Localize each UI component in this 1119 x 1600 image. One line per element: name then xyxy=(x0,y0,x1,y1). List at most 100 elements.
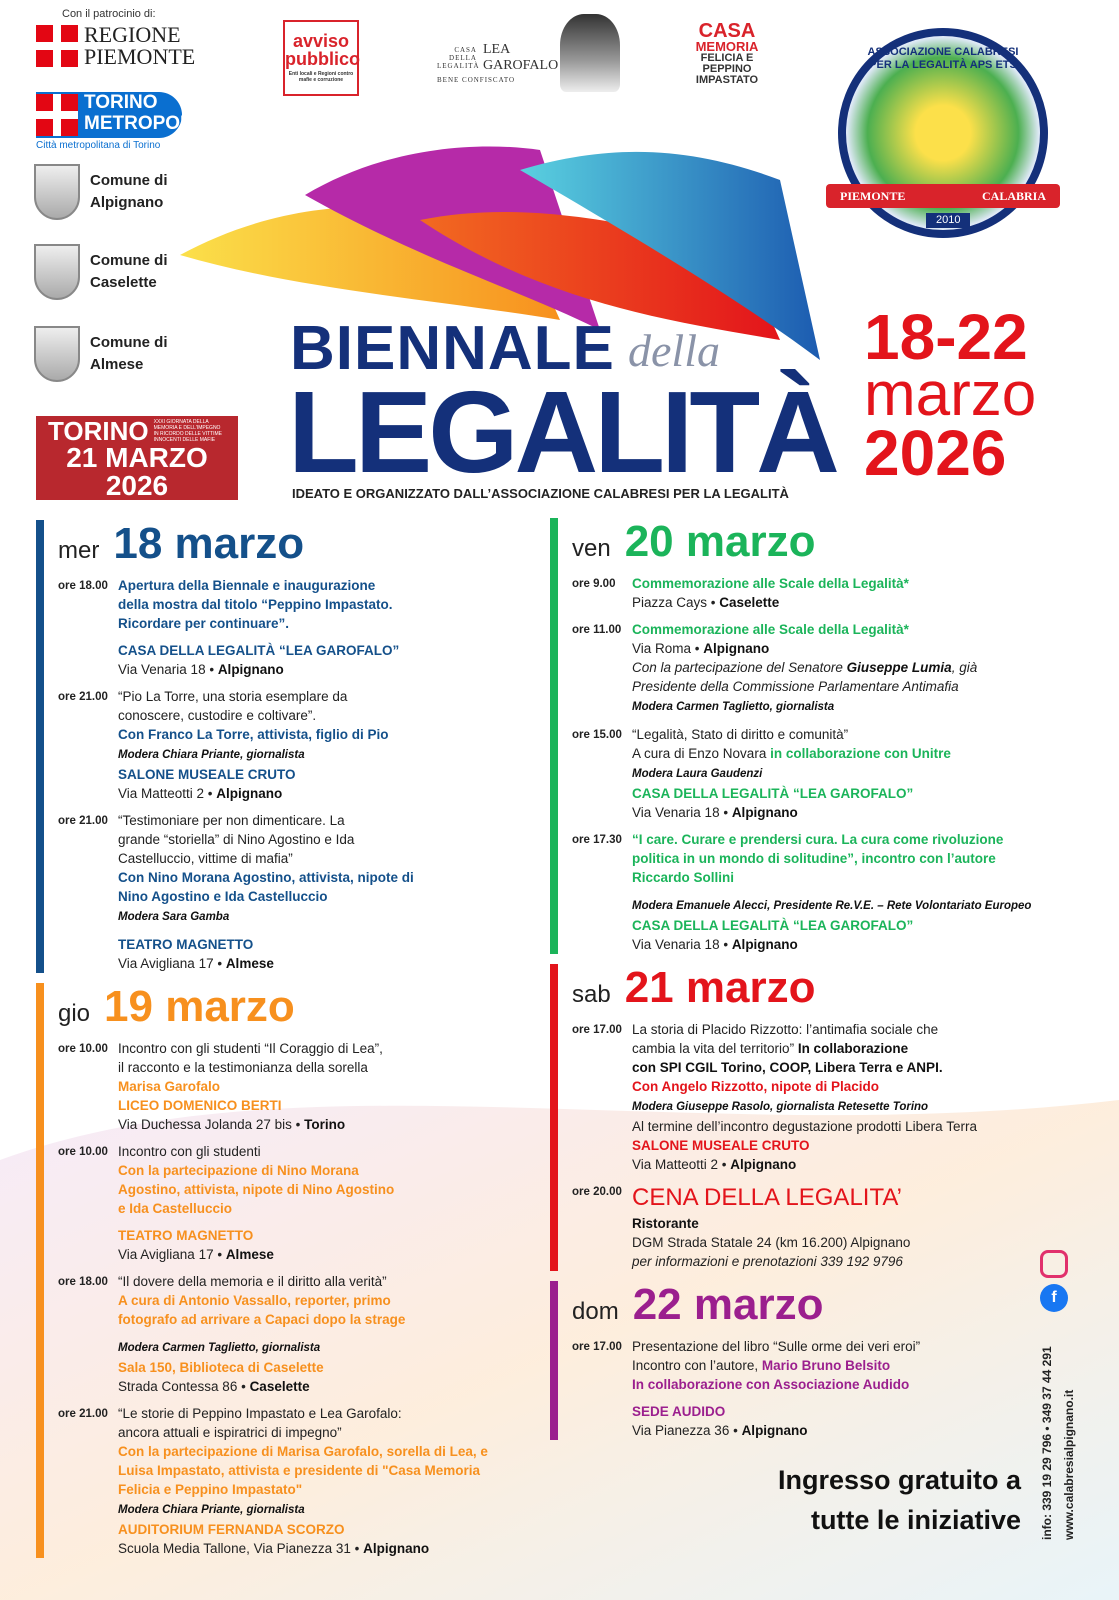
event-text: Modera Chiara Priante, giornalista xyxy=(118,1504,305,1516)
event-line: politica in un mondo di solitudine”, inc… xyxy=(632,849,1095,868)
event-line: Modera Carmen Taglietto, giornalista xyxy=(118,1337,544,1358)
event-text: AUDITORIUM FERNANDA SCORZO xyxy=(118,1522,345,1537)
event-line: Via Venaria 18 • Alpignano xyxy=(118,660,544,679)
event-line: Ricordare per continuare”. xyxy=(118,614,544,633)
event-text: Via Venaria 18 • xyxy=(632,937,732,952)
event-line: Modera Giuseppe Rasolo, giornalista Rete… xyxy=(632,1096,1095,1117)
event-line: Apertura della Biennale e inaugurazione xyxy=(118,576,544,595)
event-text: Modera Carmen Taglietto, giornalista xyxy=(118,1342,321,1354)
event-time: ore 18.00 xyxy=(58,580,108,592)
title-legalita: LEGALITÀ xyxy=(288,367,840,497)
event-line: Modera Laura Gaudenzi xyxy=(632,763,1095,784)
event-text: Alpignano xyxy=(216,786,283,801)
event-line: Modera Carmen Taglietto, giornalista xyxy=(632,696,1095,717)
event-text: Commemorazione alle Scale della Legalità… xyxy=(632,576,909,591)
event-line: “Le storie di Peppino Impastato e Lea Ga… xyxy=(118,1404,544,1423)
day-header: mer 18 marzo xyxy=(58,520,544,568)
event-text: Alpignano xyxy=(730,1157,797,1172)
event-line: Piazza Cays • Caselette xyxy=(632,593,1095,612)
event-text: Alpignano xyxy=(731,805,798,820)
instagram-icon[interactable] xyxy=(1040,1250,1068,1278)
event-text: Sala 150, Biblioteca di Caselette xyxy=(118,1360,324,1375)
event-text: Caselette xyxy=(719,595,780,610)
comune-name: Alpignano xyxy=(90,194,164,211)
event-line: Al termine dell’incontro degustazione pr… xyxy=(632,1117,1095,1136)
event-details: “Le storie di Peppino Impastato e Lea Ga… xyxy=(118,1404,544,1558)
event-text: il racconto e la testimonianza della sor… xyxy=(118,1060,368,1075)
event-text: DGM Strada Statale 24 (km 16.200) Alpign… xyxy=(632,1235,911,1250)
event: ore 21.00 “Testimoniare per non dimentica… xyxy=(58,811,544,973)
event-text: Alpignano xyxy=(703,641,770,656)
avviso-pubblico-logo: avviso pubblico Enti locali e Regioni cont… xyxy=(283,20,360,96)
event-line: Via Roma • Alpignano xyxy=(632,639,1095,658)
event-text: CENA DELLA LEGALITA’ xyxy=(632,1184,902,1211)
event-text: Via Venaria 18 • xyxy=(632,805,732,820)
event-line: DGM Strada Statale 24 (km 16.200) Alpign… xyxy=(632,1233,1095,1252)
event-line: conoscere, custodire e coltivare”. xyxy=(118,706,544,725)
event-line: per informazioni e prenotazioni 339 192 … xyxy=(632,1252,1095,1271)
event-text: Con Franco La Torre, attivista, figlio d… xyxy=(118,727,389,742)
event-line: Incontro con gli studenti “Il Coraggio d… xyxy=(118,1039,544,1058)
event-line: Via Avigliana 17 • Almese xyxy=(118,954,544,973)
event-time: ore 17.30 xyxy=(572,834,622,846)
event-line: Via Venaria 18 • Alpignano xyxy=(632,803,1095,822)
patrocinio-label: Con il patrocinio di: xyxy=(62,8,156,20)
event-text: Caselette xyxy=(249,1379,310,1394)
banner-invite: invito a partecipare xyxy=(77,509,197,525)
logo-text: LEA xyxy=(483,42,511,57)
free-entry-line: Ingresso gratuito a xyxy=(777,1465,1021,1495)
logo-text: REGIONE xyxy=(84,22,181,47)
event-line: Con Franco La Torre, attivista, figlio d… xyxy=(118,725,544,744)
event-text: A cura di Antonio Vassallo, reporter, pr… xyxy=(118,1293,391,1308)
event-line: Con la partecipazione di Nino Morana xyxy=(118,1161,544,1180)
event-line: e Ida Castelluccio xyxy=(118,1199,544,1218)
comune-alpignano: Comune di Alpignano xyxy=(34,164,168,220)
casa-memoria-logo: CASA MEMORIA FELICIA E PEPPINO IMPASTATO xyxy=(692,21,762,86)
event-details: Incontro con gli studenti Con la partecip… xyxy=(118,1142,544,1264)
event-line: SALONE MUSEALE CRUTO xyxy=(632,1136,1095,1155)
associazione-calabresi-logo: ASSOCIAZIONE CALABRESI PER LA LEGALITÀ A… xyxy=(826,28,1060,238)
free-entry-line: tutte le iniziative xyxy=(810,1505,1021,1535)
event-text: cambia la vita del territorio” xyxy=(632,1041,798,1056)
event-text: Mario Bruno Belsito xyxy=(761,1358,891,1373)
event-text: Felicia e Peppino Impastato" xyxy=(118,1482,303,1497)
event-line: Via Matteotti 2 • Alpignano xyxy=(632,1155,1095,1174)
logo-text: FELICIA E xyxy=(700,52,754,64)
event-line: Commemorazione alle Scale della Legalità… xyxy=(632,620,1095,639)
comune-name: Almese xyxy=(90,356,144,373)
event-text: con SPI CGIL Torino, COOP, Libera Terra … xyxy=(632,1060,943,1075)
day-header: sab 21 marzo xyxy=(572,964,1095,1012)
event-line: Agostino, attivista, nipote di Nino Agos… xyxy=(118,1180,544,1199)
facebook-icon[interactable]: f xyxy=(1040,1284,1068,1312)
spacer xyxy=(632,1394,1095,1402)
event-text: Almese xyxy=(225,1247,274,1262)
event-details: Apertura della Biennale e inaugurazione d… xyxy=(118,576,544,679)
event-text: Modera Carmen Taglietto, giornalista xyxy=(632,701,835,713)
event-text: Presidente della Commissione Parlamentar… xyxy=(632,679,959,694)
event-line: SALONE MUSEALE CRUTO xyxy=(118,765,544,784)
event-text: della mostra dal titolo “Peppino Impasta… xyxy=(118,597,393,612)
event-line: con SPI CGIL Torino, COOP, Libera Terra … xyxy=(632,1058,1095,1077)
day-header: gio 19 marzo xyxy=(58,983,544,1031)
event-text: Riccardo Sollini xyxy=(632,870,735,885)
logo-text: GAROFALO xyxy=(483,58,559,73)
event-line: Modera Chiara Priante, giornalista xyxy=(118,744,544,765)
event-details: Incontro con gli studenti “Il Coraggio d… xyxy=(118,1039,544,1134)
comune-label: Comune di xyxy=(90,172,168,189)
logo-subtitle: BENE CONFISCATO xyxy=(437,76,516,84)
lea-garofalo-portrait xyxy=(560,14,620,92)
event-line: Via Pianezza 36 • Alpignano xyxy=(632,1421,1095,1440)
logo-text: pubblico xyxy=(285,49,360,69)
coat-of-arms-icon xyxy=(34,164,80,220)
website-link[interactable]: www.calabresialpignano.it xyxy=(1062,1389,1076,1540)
event-line: Presentazione del libro “Sulle orme dei … xyxy=(632,1337,1095,1356)
event-line: Via Avigliana 17 • Almese xyxy=(118,1245,544,1264)
event-time: ore 21.00 xyxy=(58,691,108,703)
day-21-marzo: sab 21 marzo ore 17.00 La storia di Placido… xyxy=(550,964,1095,1271)
comune-name: Caselette xyxy=(90,274,157,291)
date-range: 18-22 xyxy=(864,301,1028,373)
date-year: 2026 xyxy=(864,417,1007,489)
spacer xyxy=(118,927,544,935)
event-line: della mostra dal titolo “Peppino Impasta… xyxy=(118,595,544,614)
event: ore 21.00 “Le storie di Peppino Impastato… xyxy=(58,1404,544,1558)
